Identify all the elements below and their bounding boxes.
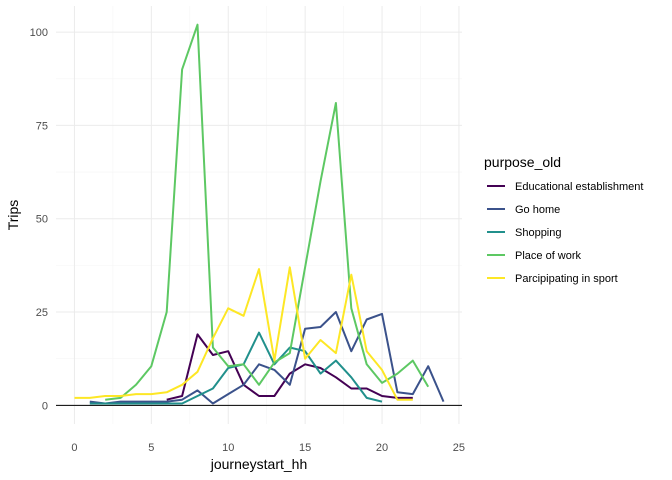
y-tick-label: 50 bbox=[36, 214, 48, 226]
x-axis-title: journeystart_hh bbox=[210, 456, 308, 472]
y-tick-label: 75 bbox=[36, 120, 48, 132]
x-tick-label: 20 bbox=[376, 442, 388, 454]
legend-label: Educational establishment bbox=[515, 181, 643, 193]
x-tick-label: 15 bbox=[299, 442, 311, 454]
legend-label: Parcipipating in sport bbox=[515, 273, 618, 285]
legend: purpose_old Educational establishment Go … bbox=[484, 154, 643, 285]
grid-lines bbox=[56, 6, 462, 424]
x-axis-ticks: 0 5 10 15 20 25 bbox=[71, 442, 465, 454]
series-line-1 bbox=[166, 333, 413, 401]
series-line-2 bbox=[89, 311, 445, 405]
y-tick-label: 25 bbox=[36, 307, 48, 319]
y-tick-label: 100 bbox=[30, 27, 48, 39]
series-line-5 bbox=[74, 266, 413, 401]
legend-label: Go home bbox=[515, 204, 560, 216]
y-axis-title: Trips bbox=[5, 200, 21, 231]
y-axis-ticks: 0 25 50 75 100 bbox=[30, 27, 48, 412]
x-tick-label: 10 bbox=[222, 442, 234, 454]
legend-label: Place of work bbox=[515, 250, 582, 262]
legend-label: Shopping bbox=[515, 227, 562, 239]
legend-items: Educational establishment Go home Shopping… bbox=[487, 181, 643, 285]
legend-title: purpose_old bbox=[484, 154, 561, 170]
x-tick-label: 5 bbox=[148, 442, 154, 454]
x-tick-label: 25 bbox=[453, 442, 465, 454]
x-tick-label: 0 bbox=[71, 442, 77, 454]
series-layer bbox=[74, 23, 445, 405]
series-line-4 bbox=[105, 23, 430, 401]
y-tick-label: 0 bbox=[42, 400, 48, 412]
